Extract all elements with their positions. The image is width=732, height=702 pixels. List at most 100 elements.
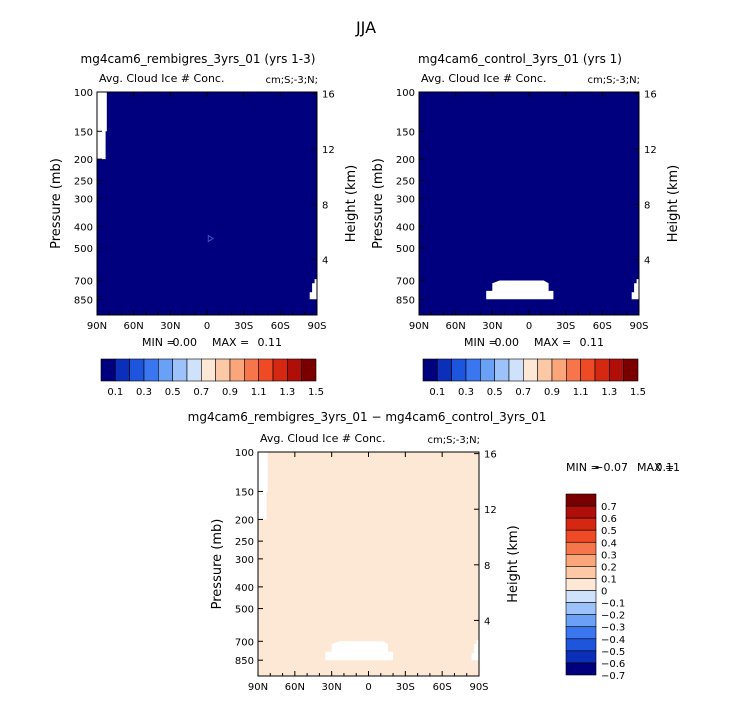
- colorbar-label: 0.3: [136, 387, 152, 398]
- max-label: MAX =: [637, 461, 674, 474]
- y-tick-label: 100: [396, 88, 415, 99]
- colorbar-swatch: [565, 578, 597, 591]
- colorbar-difference: 0.70.60.50.40.30.20.10−0.1−0.2−0.3−0.4−0…: [565, 493, 625, 682]
- x-tick-label: 30S: [234, 321, 253, 332]
- colorbar-swatch: [565, 626, 597, 640]
- y-right-tick-label: 12: [322, 145, 335, 156]
- y-axis-label: Pressure (mb): [371, 158, 386, 249]
- y-axis-label: Pressure (mb): [210, 519, 225, 610]
- colorbar-swatch: [565, 662, 597, 676]
- x-tick-label: 90N: [87, 321, 107, 332]
- min-value: 0.00: [173, 336, 198, 349]
- y-right-tick-label: 8: [644, 200, 650, 211]
- missing-region-1: [486, 280, 554, 300]
- y-right-tick-label: 4: [644, 256, 650, 267]
- colorbar-swatch: [229, 358, 245, 382]
- y-tick-label: 250: [235, 537, 254, 548]
- colorbar-label: −0.2: [601, 611, 625, 622]
- colorbar-swatch: [244, 358, 259, 382]
- colorbar-swatch: [565, 493, 597, 507]
- max-value: 0.11: [656, 461, 681, 474]
- y-tick-label: 200: [396, 155, 415, 166]
- colorbar-swatch: [565, 590, 597, 603]
- y-tick-label: 100: [74, 88, 93, 99]
- y-tick-label: 850: [396, 295, 415, 306]
- colorbar-swatch: [508, 358, 524, 382]
- colorbar-swatch: [565, 529, 597, 543]
- colorbar-swatch: [287, 358, 302, 382]
- colorbar-swatch: [537, 358, 553, 382]
- x-tick-label: 30N: [322, 682, 342, 693]
- y-right-tick-label: 4: [322, 256, 328, 267]
- y-right-axis-label: Height (km): [666, 165, 681, 242]
- panel-title: mg4cam6_rembigres_3yrs_01 (yrs 1-3): [81, 52, 316, 66]
- colorbar-swatch: [565, 566, 597, 579]
- colorbar-swatch: [565, 650, 597, 664]
- y-tick-label: 700: [396, 276, 415, 287]
- colorbar-label: −0.6: [601, 659, 625, 670]
- y-tick-label: 300: [74, 194, 93, 205]
- max-label: MAX =: [212, 336, 249, 349]
- colorbar-swatch: [565, 541, 597, 555]
- colorbar-panel-1: 0.1 0.3 0.5 0.7 0.9 1.1 1.3 1.5: [100, 358, 324, 398]
- colorbar-swatch: [551, 358, 567, 382]
- y-axis-label: Pressure (mb): [49, 158, 64, 249]
- colorbar-label: 0.4: [601, 538, 617, 549]
- x-tick-label: 60N: [285, 682, 305, 693]
- max-value: 0.11: [258, 336, 283, 349]
- colorbar-label: −0.5: [601, 647, 625, 658]
- colorbar-label: 1.3: [279, 387, 295, 398]
- y-tick-label: 200: [235, 515, 254, 526]
- colorbar-swatch: [565, 517, 597, 531]
- y-tick-label: 150: [74, 127, 93, 138]
- y-tick-label: 500: [235, 605, 254, 616]
- y-tick-label: 300: [235, 555, 254, 566]
- colorbar-swatch: [623, 358, 639, 382]
- colorbar-swatch: [115, 358, 130, 382]
- y-tick-label: 500: [74, 244, 93, 255]
- y-tick-label: 700: [235, 637, 254, 648]
- y-right-tick-label: 8: [484, 561, 490, 572]
- colorbar-label: 0.9: [222, 387, 238, 398]
- colorbar-swatch: [565, 554, 597, 567]
- panel-title: mg4cam6_rembigres_3yrs_01 − mg4cam6_cont…: [188, 410, 547, 424]
- colorbar-label: 1.1: [251, 387, 267, 398]
- colorbar-label: 0.3: [601, 550, 617, 561]
- colorbar-label: 0.1: [601, 574, 617, 585]
- max-label: MAX =: [534, 336, 571, 349]
- max-value: 0.11: [580, 336, 605, 349]
- colorbar-swatch: [451, 358, 467, 382]
- x-tick-label: 0: [365, 682, 371, 693]
- y-right-tick-label: 4: [484, 616, 490, 627]
- y-tick-label: 300: [396, 194, 415, 205]
- y-right-tick-label: 12: [484, 505, 497, 516]
- colorbar-swatch: [158, 358, 173, 382]
- colorbar-label: 0.3: [458, 387, 474, 398]
- y-tick-label: 400: [396, 222, 415, 233]
- x-tick-label: 30N: [160, 321, 180, 332]
- colorbar-label: 0.1: [107, 387, 123, 398]
- colorbar-label: 1.3: [601, 387, 617, 398]
- colorbar-swatch: [201, 358, 216, 382]
- min-value: 0.00: [495, 336, 520, 349]
- units-label: cm;S;-3;N;: [427, 435, 480, 446]
- y-tick-label: 700: [74, 276, 93, 287]
- x-tick-label: 90N: [248, 682, 268, 693]
- colorbar-label: 0.9: [544, 387, 560, 398]
- x-tick-label: 60S: [271, 321, 290, 332]
- y-tick-label: 400: [74, 222, 93, 233]
- colorbar-swatch: [565, 505, 597, 519]
- colorbar-label: 0.5: [601, 526, 617, 537]
- colorbar-swatch: [580, 358, 596, 382]
- colorbar-swatch: [565, 638, 597, 652]
- units-label: cm;S;-3;N;: [587, 75, 640, 86]
- field-fill: [419, 92, 639, 315]
- colorbar-label: 1.5: [308, 387, 324, 398]
- colorbar-swatch: [172, 358, 188, 382]
- min-label: MIN =: [464, 336, 498, 349]
- colorbar-swatch: [609, 358, 624, 382]
- panel-subtitle: Avg. Cloud Ice # Conc.: [260, 432, 385, 445]
- x-tick-label: 90S: [307, 321, 326, 332]
- colorbar-label: −0.1: [601, 599, 625, 610]
- colorbar-swatch: [565, 614, 597, 628]
